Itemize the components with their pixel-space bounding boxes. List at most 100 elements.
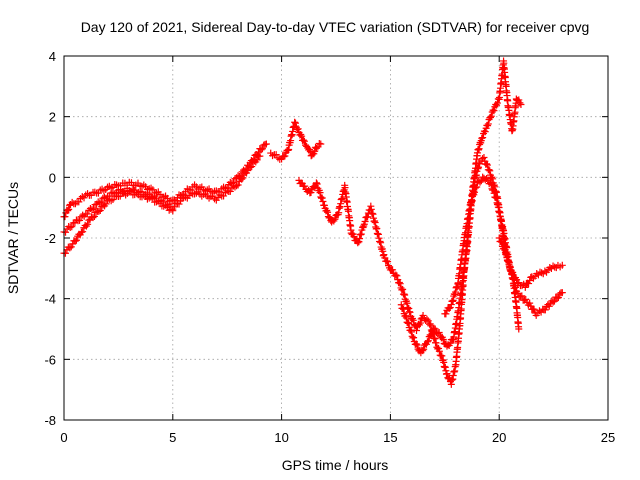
- data-point: [330, 217, 338, 225]
- data-point: [526, 276, 534, 284]
- data-point: [492, 193, 500, 201]
- grid: [64, 56, 608, 420]
- y-tick-label: -2: [44, 231, 56, 246]
- data-point: [383, 257, 391, 265]
- data-point: [96, 207, 104, 215]
- data-point: [317, 140, 325, 148]
- data-point: [483, 161, 491, 169]
- data-point: [64, 207, 72, 215]
- data-point: [246, 163, 254, 171]
- data-point: [516, 99, 524, 107]
- y-tick-label: -8: [44, 413, 56, 428]
- data-point: [468, 197, 476, 205]
- data-point: [61, 213, 69, 221]
- data-point: [490, 107, 498, 115]
- data-point: [480, 154, 488, 162]
- data-point: [479, 134, 487, 142]
- data-point: [521, 283, 529, 291]
- data-point: [95, 207, 103, 215]
- data-point: [72, 236, 80, 244]
- y-tick-label: 2: [49, 110, 56, 125]
- data-point: [419, 347, 427, 355]
- data-point: [432, 339, 440, 347]
- y-tick-label: 0: [49, 170, 56, 185]
- data-point: [430, 324, 438, 332]
- x-axis-label: GPS time / hours: [282, 457, 389, 473]
- data-point: [549, 298, 557, 306]
- data-point: [443, 370, 451, 378]
- data-point: [488, 185, 496, 193]
- y-tick-label: -4: [44, 292, 56, 307]
- data-point: [258, 145, 266, 153]
- data-point: [331, 215, 339, 223]
- data-point: [350, 233, 358, 241]
- series-track-h: [495, 234, 523, 333]
- data-point: [420, 345, 428, 353]
- data-point: [392, 271, 400, 279]
- data-point: [301, 182, 309, 190]
- data-point: [412, 340, 420, 348]
- data-point: [528, 273, 536, 281]
- data-point: [248, 163, 256, 171]
- data-point: [67, 243, 75, 251]
- data-point: [393, 272, 401, 280]
- data-point: [435, 347, 443, 355]
- data-point: [313, 180, 321, 188]
- data-point: [518, 282, 526, 290]
- data-point: [445, 305, 453, 313]
- x-tick-label: 20: [492, 430, 506, 445]
- data-point: [549, 262, 557, 270]
- data-point: [384, 258, 392, 266]
- x-tick-label: 15: [383, 430, 397, 445]
- data-point: [404, 319, 412, 327]
- data-point: [490, 189, 498, 197]
- data-point: [78, 193, 86, 201]
- data-point: [397, 301, 405, 309]
- data-point: [489, 186, 497, 194]
- data-point: [484, 122, 492, 130]
- data-point: [410, 334, 418, 342]
- x-tick-label: 5: [169, 430, 176, 445]
- data-point: [515, 325, 523, 333]
- data-point: [298, 132, 306, 140]
- data-point: [320, 201, 328, 209]
- data-point: [406, 308, 414, 316]
- data-point: [280, 153, 288, 161]
- data-point: [526, 299, 534, 307]
- data-point: [292, 119, 300, 127]
- data-points: [60, 57, 566, 388]
- data-point: [71, 237, 79, 245]
- data-point: [312, 179, 320, 187]
- data-point: [485, 166, 493, 174]
- data-point: [319, 197, 327, 205]
- data-point: [487, 112, 495, 120]
- data-point: [66, 224, 74, 232]
- data-point: [492, 194, 500, 202]
- data-point: [402, 314, 410, 322]
- data-point: [324, 208, 332, 216]
- data-point: [541, 267, 549, 275]
- data-point: [62, 228, 70, 236]
- axis-ticks: 0 5 10 15 20 25 -8 -6 -4 -2 0 2 4: [44, 49, 615, 445]
- series-track-f: [397, 154, 566, 357]
- data-point: [324, 213, 332, 221]
- data-point: [61, 249, 69, 257]
- data-point: [389, 266, 397, 274]
- data-point: [407, 328, 415, 336]
- data-point: [554, 294, 562, 302]
- data-point: [515, 96, 523, 104]
- data-point: [65, 205, 73, 213]
- data-point: [423, 315, 431, 323]
- x-tick-label: 0: [60, 430, 67, 445]
- data-point: [396, 280, 404, 288]
- data-point: [416, 319, 424, 327]
- data-point: [413, 341, 421, 349]
- data-point: [487, 180, 495, 188]
- data-point: [312, 144, 320, 152]
- data-point: [486, 167, 494, 175]
- data-point: [88, 206, 96, 214]
- data-point: [558, 261, 566, 269]
- data-point: [536, 268, 544, 276]
- data-point: [152, 198, 160, 206]
- data-point: [525, 280, 533, 288]
